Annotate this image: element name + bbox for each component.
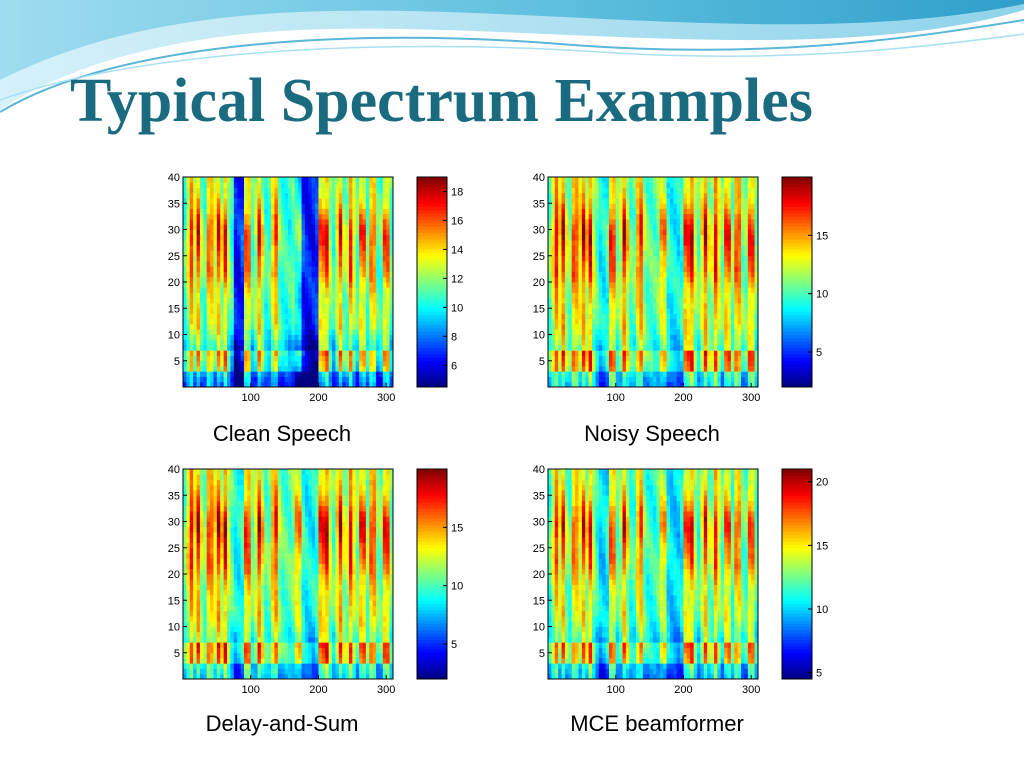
y-tick-label: 20 xyxy=(533,277,545,289)
y-tick-label: 25 xyxy=(168,543,180,555)
y-tick-label: 15 xyxy=(533,303,545,315)
y-tick-label: 35 xyxy=(168,198,180,210)
y-tick-label: 20 xyxy=(168,569,180,581)
colorbar-frame xyxy=(781,468,813,680)
x-tick-label: 200 xyxy=(674,684,692,696)
colorbar xyxy=(417,177,447,388)
y-tick-label: 10 xyxy=(533,330,545,342)
y-tick-label: 30 xyxy=(533,517,545,529)
colorbar-tick-label: 16 xyxy=(451,215,463,227)
y-tick-label: 15 xyxy=(168,303,180,315)
y-tick-label: 5 xyxy=(174,356,180,368)
spectrogram-chart: 5 10 15 20 25 30 35 40 100 200 300 6 8 10 12 14 16 18 xyxy=(168,172,464,404)
heatmap-cells xyxy=(548,177,759,388)
heatmap-cells xyxy=(548,469,759,680)
colorbar-frame xyxy=(416,468,448,680)
colorbar-tick-label: 10 xyxy=(816,604,828,616)
colorbar-tick-label: 5 xyxy=(451,639,457,651)
x-tick-label: 200 xyxy=(309,684,327,696)
colorbar-tick-label: 5 xyxy=(816,668,822,680)
colorbar-tick-label: 15 xyxy=(451,522,463,534)
slide-title: Typical Spectrum Examples xyxy=(70,67,813,135)
colorbar xyxy=(417,469,447,680)
spectrum-panel-clean-speech: 5 10 15 20 25 30 35 40 100 200 300 6 8 10 12 14 16 18 xyxy=(150,165,470,415)
header-swoosh-decoration xyxy=(0,0,1024,113)
y-tick-label: 30 xyxy=(533,225,545,237)
caption-clean-speech: Clean Speech xyxy=(212,421,352,446)
colorbar-tick-label: 14 xyxy=(451,244,463,256)
colorbar-tick-label: 5 xyxy=(816,347,822,359)
heatmap-cells xyxy=(183,469,394,680)
colorbar xyxy=(782,177,812,388)
y-tick-label: 10 xyxy=(533,622,545,634)
colorbar-tick-label: 15 xyxy=(816,230,828,242)
y-tick-label: 5 xyxy=(539,356,545,368)
x-tick-label: 200 xyxy=(309,392,327,404)
spectrogram-chart: 5 10 15 20 25 30 35 40 100 200 300 5 10 15 20 xyxy=(533,464,829,696)
spectrogram-chart: 5 10 15 20 25 30 35 40 100 200 300 5 10 15 xyxy=(533,172,829,404)
x-tick-label: 300 xyxy=(377,392,395,404)
y-tick-label: 15 xyxy=(168,595,180,607)
y-tick-label: 10 xyxy=(168,330,180,342)
x-tick-label: 100 xyxy=(242,684,260,696)
y-tick-label: 20 xyxy=(168,277,180,289)
caption-noisy-speech: Noisy Speech xyxy=(584,421,720,446)
x-tick-label: 300 xyxy=(377,684,395,696)
y-tick-label: 20 xyxy=(533,569,545,581)
y-tick-label: 35 xyxy=(533,198,545,210)
y-tick-label: 35 xyxy=(168,490,180,502)
x-tick-label: 300 xyxy=(742,392,760,404)
colorbar-tick-label: 15 xyxy=(816,540,828,552)
colorbar-tick-label: 12 xyxy=(451,273,463,285)
x-tick-label: 100 xyxy=(607,684,625,696)
spectrum-panel-mce-beamformer: 5 10 15 20 25 30 35 40 100 200 300 5 10 15 20 xyxy=(515,457,835,707)
y-tick-label: 35 xyxy=(533,490,545,502)
y-tick-label: 25 xyxy=(533,251,545,263)
y-tick-label: 30 xyxy=(168,517,180,529)
caption-mce-beamformer: MCE beamformer xyxy=(570,711,744,736)
colorbar-tick-label: 6 xyxy=(451,360,457,372)
heatmap-cells xyxy=(183,177,394,388)
spectrum-panel-delay-and-sum: 5 10 15 20 25 30 35 40 100 200 300 5 10 15 xyxy=(150,457,470,707)
x-tick-label: 100 xyxy=(242,392,260,404)
colorbar-tick-label: 20 xyxy=(816,477,828,489)
x-tick-label: 300 xyxy=(742,684,760,696)
colorbar-tick-label: 10 xyxy=(816,289,828,301)
spectrogram-chart: 5 10 15 20 25 30 35 40 100 200 300 5 10 15 xyxy=(168,464,464,696)
colorbar xyxy=(782,469,812,680)
y-tick-label: 25 xyxy=(168,251,180,263)
y-tick-label: 5 xyxy=(539,648,545,660)
y-tick-label: 40 xyxy=(533,172,545,184)
colorbar-tick-label: 10 xyxy=(451,302,463,314)
caption-delay-and-sum: Delay-and-Sum xyxy=(205,711,359,736)
x-tick-label: 200 xyxy=(674,392,692,404)
x-tick-label: 100 xyxy=(607,392,625,404)
y-tick-label: 5 xyxy=(174,648,180,660)
colorbar-tick-label: 18 xyxy=(451,186,463,198)
y-tick-label: 40 xyxy=(533,464,545,476)
y-tick-label: 30 xyxy=(168,225,180,237)
colorbar-tick-label: 10 xyxy=(451,581,463,593)
y-tick-label: 15 xyxy=(533,595,545,607)
y-tick-label: 25 xyxy=(533,543,545,555)
y-tick-label: 40 xyxy=(168,172,180,184)
colorbar-tick-label: 8 xyxy=(451,331,457,343)
y-tick-label: 40 xyxy=(168,464,180,476)
spectrum-panel-noisy-speech: 5 10 15 20 25 30 35 40 100 200 300 5 10 15 xyxy=(515,165,835,415)
y-tick-label: 10 xyxy=(168,622,180,634)
colorbar-frame xyxy=(781,176,813,388)
colorbar-frame xyxy=(416,176,448,388)
